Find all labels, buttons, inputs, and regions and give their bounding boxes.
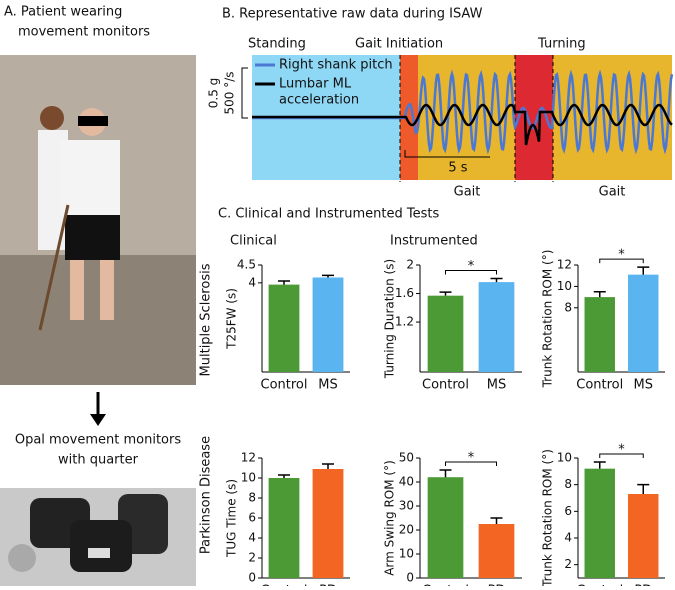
x-tick-label: MS — [634, 378, 653, 393]
significance-star: * — [618, 443, 625, 458]
y-tick-label: 12 — [241, 451, 256, 465]
time-scale — [404, 150, 490, 158]
panel-a-title: A. Patient wearing — [4, 5, 122, 20]
significance-bracket — [599, 453, 644, 458]
significance-bracket — [599, 258, 644, 264]
y-tick-label: 8 — [564, 300, 572, 314]
y-tick-label: 2 — [406, 258, 414, 272]
y-axis-label: Trunk Rotation ROM (°) — [541, 449, 555, 586]
panel-b-title: B. Representative raw data during ISAW — [222, 7, 483, 22]
row-label: Multiple Sclerosis — [199, 263, 214, 376]
bar — [478, 282, 515, 372]
y-tick-label: 10 — [557, 279, 572, 293]
error-bar — [322, 274, 334, 278]
arrow-head — [90, 414, 106, 426]
phase-label: Standing — [248, 37, 306, 52]
error-bar — [278, 474, 290, 478]
y-tick-label: 10 — [557, 451, 572, 465]
error-bar — [593, 291, 606, 298]
bar — [628, 274, 659, 372]
significance-star: * — [618, 248, 625, 263]
bar — [427, 477, 464, 578]
error-bar — [637, 483, 650, 494]
bar — [584, 297, 615, 372]
legend-label: Lumbar ML — [279, 77, 352, 92]
y-tick-label: 50 — [399, 451, 414, 465]
legend-label: Right shank pitch — [279, 58, 393, 73]
y-tick-label: 6 — [248, 511, 256, 525]
significance-bracket — [445, 461, 497, 466]
x-tick-label: Control — [576, 378, 623, 393]
y-tick-label: 0 — [406, 571, 414, 585]
panel-c-title: C. Clinical and Instrumented Tests — [218, 207, 439, 222]
panel-a-title: movement monitors — [18, 25, 150, 40]
error-bar — [490, 277, 503, 283]
phase-label: Gait — [599, 185, 626, 200]
y-tick-label: 2 — [248, 551, 256, 565]
lumbar-trace — [252, 103, 673, 146]
y-tick-label: 4 — [564, 531, 572, 545]
bar — [312, 277, 344, 372]
error-bar — [439, 469, 452, 478]
significance-bracket — [445, 270, 497, 275]
error-bar — [490, 517, 503, 524]
y-tick-label: 4 — [248, 275, 256, 289]
y-tick-label: 20 — [399, 523, 414, 537]
y-axis-label: TUG Time (s) — [225, 479, 239, 558]
y-tick-label: 1.2 — [395, 315, 414, 329]
row-label: Parkinson Disease — [199, 436, 214, 554]
time-scale-label: 5 s — [448, 161, 467, 176]
significance-star: * — [468, 451, 475, 466]
y-tick-label: 12 — [557, 258, 572, 272]
y-axis-label: Arm Swing ROM (°) — [383, 460, 397, 576]
caption: Opal movement monitors — [15, 433, 181, 448]
y-axis-label: Trunk Rotation ROM (°) — [541, 250, 555, 389]
bar — [312, 469, 344, 578]
column-label: Clinical — [230, 234, 277, 249]
y-tick-label: 6 — [564, 504, 572, 518]
error-bar — [322, 463, 334, 469]
y-axis-label: T25FW (s) — [225, 288, 239, 350]
caption: with quarter — [58, 453, 139, 468]
x-tick-label: Control — [261, 378, 308, 393]
bar — [427, 295, 464, 372]
y-tick-label: 4.5 — [237, 258, 256, 272]
y-tick-label: 2 — [564, 557, 572, 571]
significance-star: * — [468, 259, 475, 274]
y-tick-label: 10 — [241, 471, 256, 485]
y-tick-label: 8 — [564, 477, 572, 491]
y-tick-label: 30 — [399, 499, 414, 513]
phase-label: Gait Initiation — [355, 37, 443, 52]
bar — [268, 284, 300, 372]
error-bar — [439, 291, 452, 296]
y-axis-label: Turning Duration (s) — [383, 259, 397, 379]
x-tick-label: Control — [422, 378, 469, 393]
scale-label: 500 °/s — [223, 71, 237, 114]
patient-photo — [0, 55, 196, 385]
column-label: Instrumented — [390, 234, 478, 249]
phase-label: Turning — [537, 37, 586, 52]
scale-bar — [241, 67, 248, 119]
y-tick-label: 40 — [399, 475, 414, 489]
phase-label: Gait — [454, 185, 481, 200]
bar — [478, 524, 515, 578]
y-tick-label: 10 — [399, 547, 414, 561]
error-bar — [593, 461, 606, 469]
y-tick-label: 1.6 — [395, 286, 414, 300]
y-tick-label: 4 — [248, 531, 256, 545]
error-bar — [637, 266, 650, 275]
bar — [628, 494, 659, 578]
scale-label: 0.5 g — [207, 78, 221, 109]
x-tick-label: MS — [487, 378, 506, 393]
legend-label: acceleration — [279, 93, 359, 108]
sensor-photo — [0, 488, 196, 586]
y-tick-label: 8 — [248, 491, 256, 505]
y-tick-label: 0 — [248, 571, 256, 585]
error-bar — [278, 280, 290, 285]
bar — [268, 478, 300, 578]
bar — [584, 468, 615, 578]
x-tick-label: MS — [318, 378, 337, 393]
